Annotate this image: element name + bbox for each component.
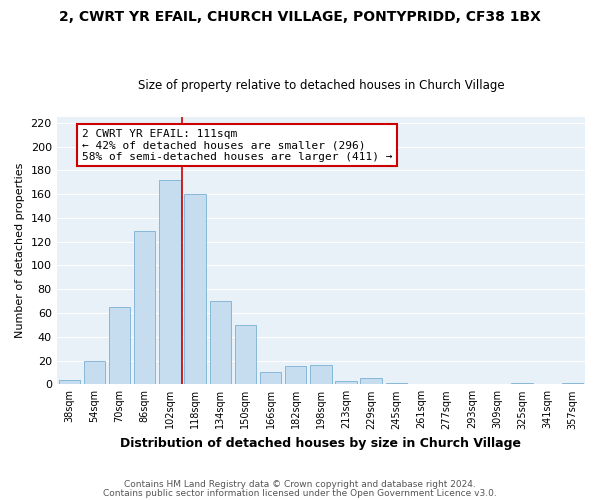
Bar	[310, 366, 332, 384]
Bar	[511, 383, 533, 384]
Bar	[159, 180, 181, 384]
Text: 2 CWRT YR EFAIL: 111sqm
← 42% of detached houses are smaller (296)
58% of semi-d: 2 CWRT YR EFAIL: 111sqm ← 42% of detache…	[82, 128, 392, 162]
Bar	[562, 383, 583, 384]
Bar	[335, 380, 356, 384]
Bar	[184, 194, 206, 384]
Text: Contains HM Land Registry data © Crown copyright and database right 2024.: Contains HM Land Registry data © Crown c…	[124, 480, 476, 489]
Bar	[109, 307, 130, 384]
X-axis label: Distribution of detached houses by size in Church Village: Distribution of detached houses by size …	[121, 437, 521, 450]
Bar	[361, 378, 382, 384]
Bar	[84, 360, 105, 384]
Bar	[386, 383, 407, 384]
Bar	[134, 231, 155, 384]
Bar	[59, 380, 80, 384]
Text: 2, CWRT YR EFAIL, CHURCH VILLAGE, PONTYPRIDD, CF38 1BX: 2, CWRT YR EFAIL, CHURCH VILLAGE, PONTYP…	[59, 10, 541, 24]
Bar	[285, 366, 307, 384]
Bar	[260, 372, 281, 384]
Text: Contains public sector information licensed under the Open Government Licence v3: Contains public sector information licen…	[103, 488, 497, 498]
Bar	[235, 325, 256, 384]
Bar	[209, 301, 231, 384]
Title: Size of property relative to detached houses in Church Village: Size of property relative to detached ho…	[137, 79, 504, 92]
Y-axis label: Number of detached properties: Number of detached properties	[15, 163, 25, 338]
